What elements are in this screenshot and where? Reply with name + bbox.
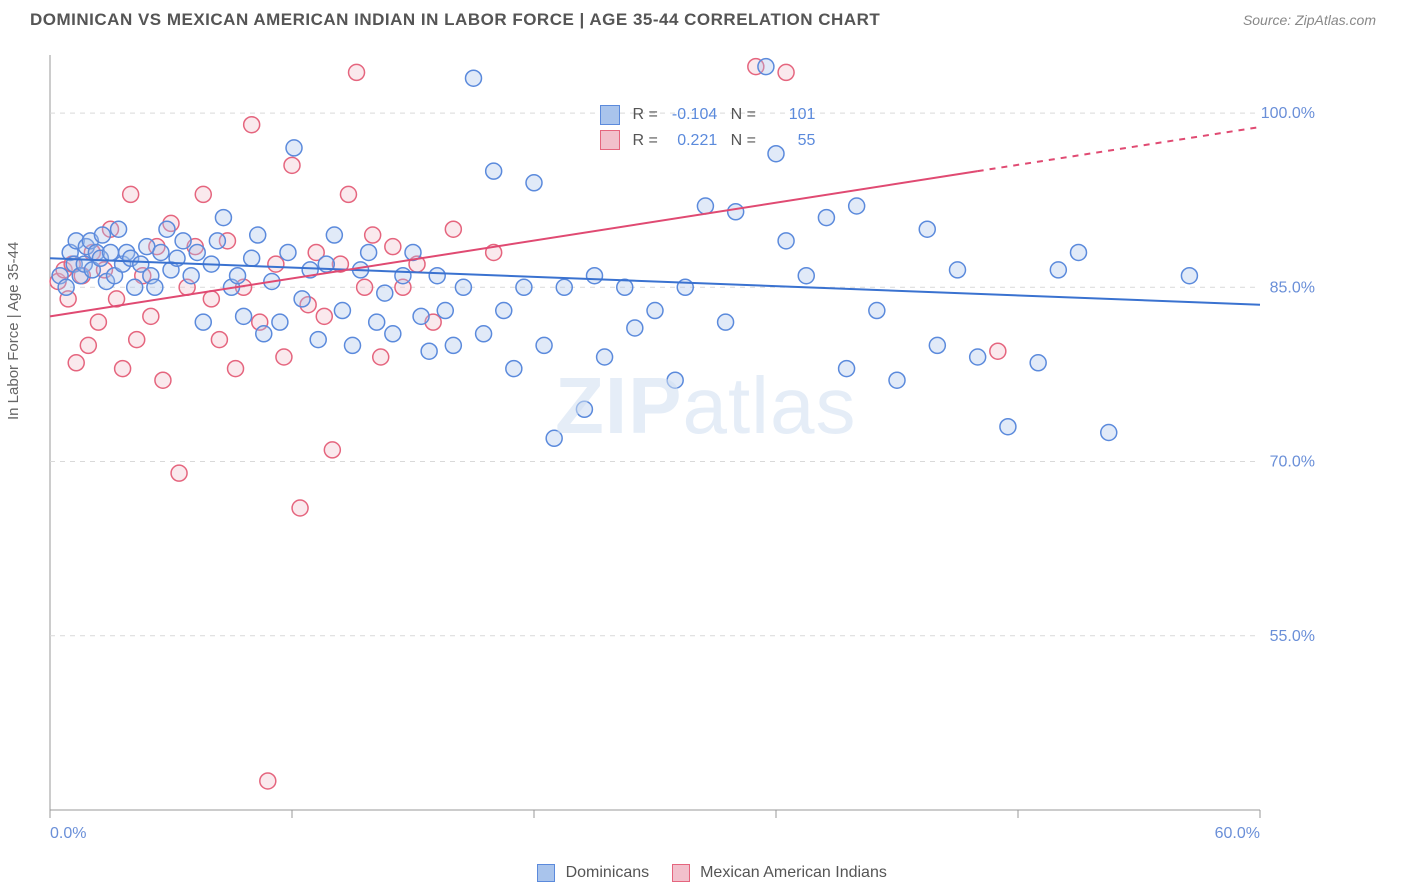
- svg-text:60.0%: 60.0%: [1215, 825, 1260, 840]
- stats-row-dominicans: R = -0.104 N = 101: [600, 102, 815, 128]
- bottom-legend: Dominicans Mexican American Indians: [0, 864, 1406, 882]
- svg-text:55.0%: 55.0%: [1270, 628, 1315, 645]
- svg-text:100.0%: 100.0%: [1261, 105, 1315, 122]
- legend-label-mexican: Mexican American Indians: [700, 864, 887, 881]
- stats-swatch-dominicans: [600, 105, 620, 125]
- stats-row-mexican: R = 0.221 N = 55: [600, 128, 815, 154]
- chart-title: DOMINICAN VS MEXICAN AMERICAN INDIAN IN …: [30, 10, 880, 30]
- stats-swatch-mexican: [600, 130, 620, 150]
- correlation-stats-box: R = -0.104 N = 101 R = 0.221 N = 55: [600, 102, 815, 153]
- svg-text:0.0%: 0.0%: [50, 825, 86, 840]
- svg-text:85.0%: 85.0%: [1270, 279, 1315, 296]
- y-axis-label: In Labor Force | Age 35-44: [5, 242, 22, 420]
- source-attribution: Source: ZipAtlas.com: [1243, 12, 1376, 28]
- legend-swatch-mexican: [672, 864, 690, 882]
- correlation-scatter-chart: 55.0%70.0%85.0%100.0%0.0%60.0% ZIPatlas …: [45, 50, 1375, 840]
- svg-text:70.0%: 70.0%: [1270, 454, 1315, 471]
- legend-swatch-dominicans: [537, 864, 555, 882]
- legend-label-dominicans: Dominicans: [566, 864, 650, 881]
